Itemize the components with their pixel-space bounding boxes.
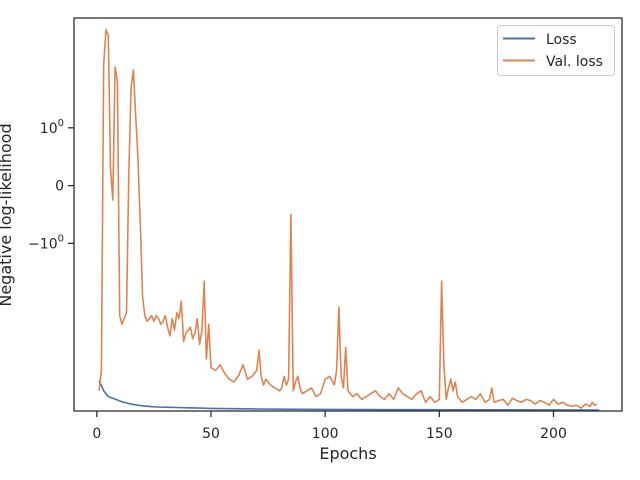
legend: Loss Val. loss <box>497 25 615 76</box>
y-tick-label: 0 <box>55 179 64 195</box>
legend-label-val-loss: Val. loss <box>546 54 603 70</box>
series-line-0 <box>98 380 600 411</box>
y-tick-label: −100 <box>28 233 64 252</box>
x-tick-label: 200 <box>540 426 567 442</box>
legend-label-loss: Loss <box>546 32 577 48</box>
x-tick-label: 100 <box>312 426 339 442</box>
x-axis-label: Epochs <box>319 444 376 463</box>
y-axis-ticks: −100 0 100 <box>28 118 74 252</box>
plot-frame <box>73 17 623 412</box>
plot-lines <box>98 28 600 411</box>
y-tick-label: 100 <box>40 118 64 137</box>
series-line-1 <box>98 28 598 409</box>
x-tick-label: 50 <box>202 426 220 442</box>
x-axis-ticks: 0 50 100 150 200 <box>92 411 567 442</box>
x-tick-label: 150 <box>426 426 453 442</box>
x-tick-label: 0 <box>92 426 101 442</box>
y-axis-label: Negative log-likelihood <box>0 123 15 306</box>
